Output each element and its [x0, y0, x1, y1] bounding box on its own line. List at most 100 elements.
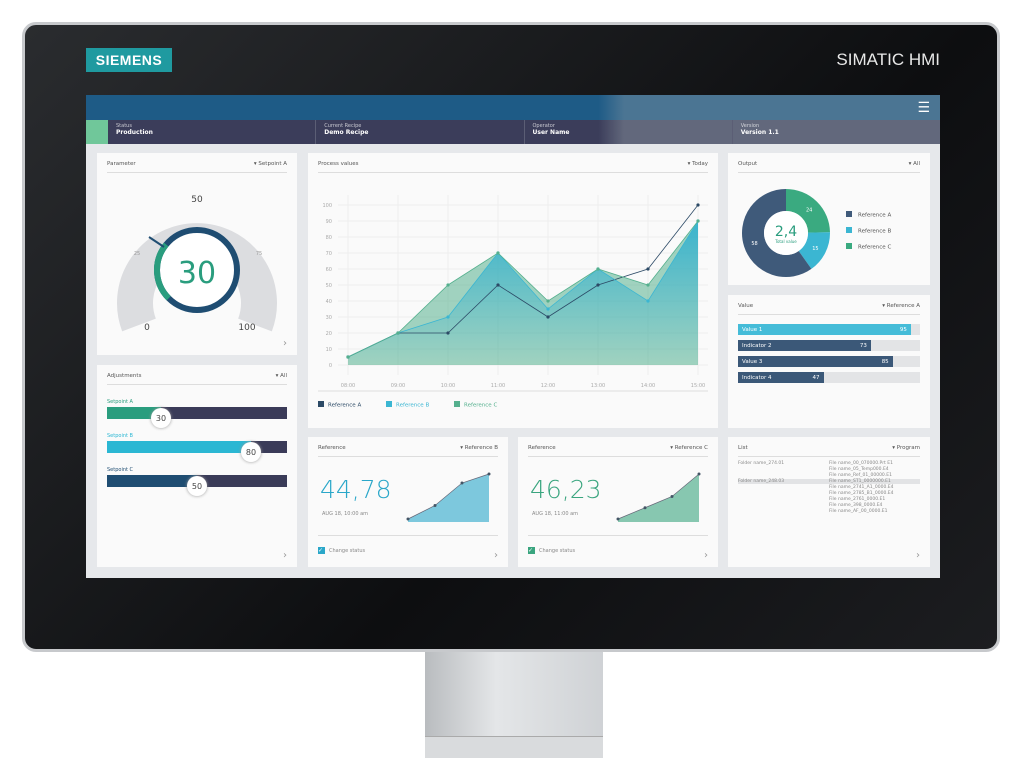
legend-label: Reference B: [396, 403, 429, 409]
y-tick-label: 90: [326, 219, 332, 225]
status-indicator: [86, 120, 108, 144]
data-point: [696, 203, 700, 207]
series-line-2: [347, 220, 699, 358]
y-tick-label: 80: [326, 235, 332, 241]
filter-dropdown[interactable]: ▾ Reference A: [882, 303, 920, 309]
gauge-mid-label: 50: [191, 195, 203, 205]
filter-dropdown[interactable]: ▾ Today: [687, 161, 708, 167]
list-folder[interactable]: [738, 473, 829, 478]
y-tick-label: 30: [326, 315, 332, 321]
slider-handle[interactable]: 30: [151, 408, 171, 428]
sparkline-point: [406, 517, 410, 521]
list-folder[interactable]: Folder name_274.01: [738, 461, 785, 466]
filter-dropdown[interactable]: ▾ Reference B: [460, 445, 498, 451]
slice-label: 58: [751, 241, 757, 247]
series-line-0: [347, 204, 699, 358]
list-folder[interactable]: [738, 485, 829, 490]
data-point: [646, 283, 650, 287]
donut-center-label: Total value: [774, 239, 797, 244]
value-bar: Value 3 85: [738, 356, 920, 367]
list-file[interactable]: File name_2761_0000.E1: [829, 497, 886, 502]
slider-label: Setpoint A: [107, 399, 133, 405]
parameter-panel: Parameter ▾ Setpoint A 30 50 0 100 25 75 …: [97, 153, 297, 355]
filter-dropdown[interactable]: ▾ Setpoint A: [253, 161, 287, 167]
setpoint-slider[interactable]: 50: [107, 475, 287, 496]
list-file[interactable]: File name_398_0000.E4: [829, 503, 883, 508]
sparkline-point: [670, 495, 674, 498]
series-area-1: [348, 221, 698, 365]
legend-swatch: [846, 243, 852, 249]
filter-dropdown[interactable]: ▾ Program: [892, 445, 920, 451]
reference-panel: Reference ▾ Reference C 46,23 AUG 18, 11:…: [518, 437, 718, 567]
list-file[interactable]: File name_AF_00_0000.E1: [829, 509, 888, 514]
legend-label: Reference C: [858, 245, 891, 251]
data-point: [596, 283, 600, 287]
data-point: [546, 299, 550, 303]
legend-swatch: [454, 401, 460, 407]
x-tick-label: 11:00: [491, 383, 505, 389]
donut-slice: [742, 189, 812, 277]
chevron-right-icon[interactable]: ›: [494, 550, 498, 561]
slider-label: Setpoint B: [107, 433, 133, 439]
recipe-field: Current Recipe Demo Recipe: [316, 120, 525, 144]
sparkline-point: [697, 472, 701, 476]
list-folder[interactable]: [738, 497, 829, 502]
legend-swatch: [318, 401, 324, 407]
filter-dropdown[interactable]: ▾ All: [275, 373, 287, 379]
data-point: [646, 267, 650, 271]
filter-dropdown[interactable]: ▾ All: [908, 161, 920, 167]
reference-time: AUG 18, 11:00 am: [532, 511, 579, 517]
panel-title: Process values: [318, 161, 359, 167]
list-folder[interactable]: [738, 503, 829, 508]
donut-center-value: 2,4: [775, 224, 797, 240]
legend-swatch: [386, 401, 392, 407]
filter-dropdown[interactable]: ▾ Reference C: [670, 445, 708, 451]
chevron-right-icon[interactable]: ›: [283, 550, 287, 561]
adjustments-panel: Adjustments ▾ All Setpoint A 30 Setpoint B…: [97, 365, 297, 567]
chevron-right-icon[interactable]: ›: [704, 550, 708, 561]
list-file[interactable]: File name_ST1_0000000.E1: [829, 479, 920, 484]
change-status-checkbox[interactable]: ✓ Change status: [528, 547, 576, 554]
value-bar: Indicator 4 47: [738, 372, 920, 383]
list-file[interactable]: File name_2741_A1_0000.E4: [829, 485, 894, 490]
reference-time: AUG 18, 10:00 am: [322, 511, 369, 517]
slider-handle[interactable]: 50: [187, 476, 207, 496]
change-status-checkbox[interactable]: ✓ Change status: [318, 547, 366, 554]
status-field: Status Production: [108, 120, 317, 144]
list-folder[interactable]: Folder name_248.03: [738, 479, 829, 484]
list-file[interactable]: File name_05_Temp000.E4: [829, 467, 889, 472]
panel-title: Output: [738, 161, 758, 167]
list-folder[interactable]: [738, 509, 829, 514]
x-tick-label: 08:00: [341, 383, 355, 389]
sparkline-point: [460, 481, 464, 485]
gauge-min-label: 0: [144, 323, 150, 333]
list-folder[interactable]: [738, 467, 829, 472]
x-tick-label: 14:00: [641, 383, 655, 389]
reference-sparkline: [406, 472, 491, 522]
list-file[interactable]: File name_2785_B1_0000.E4: [829, 491, 894, 496]
reference-sparkline: [616, 472, 701, 522]
series-line-1: [347, 220, 699, 358]
setpoint-slider[interactable]: 30: [107, 407, 287, 428]
operator-field: Operator User Name: [525, 120, 733, 144]
y-tick-label: 50: [326, 283, 332, 289]
process-values-panel: Process values ▾ Today 0 10 20 30 40 50 60 70 80 9…: [308, 153, 718, 428]
panel-title: List: [738, 445, 748, 451]
hamburger-icon[interactable]: ☰: [917, 100, 930, 116]
reference-value: 46,23: [530, 475, 602, 504]
data-point: [396, 331, 400, 335]
data-point: [446, 283, 450, 287]
chevron-right-icon[interactable]: ›: [916, 550, 920, 561]
value-bar: Value 1 95: [738, 324, 920, 335]
y-tick-label: 0: [329, 363, 332, 369]
chevron-right-icon[interactable]: ›: [283, 338, 287, 349]
list-file[interactable]: File name_Ref_01_00000.E1: [829, 473, 892, 478]
data-point: [546, 315, 550, 319]
setpoint-slider[interactable]: 80: [107, 441, 287, 462]
list-file[interactable]: File name_00_070000.Prt E1: [829, 461, 893, 466]
legend-swatch: [846, 211, 852, 217]
y-tick-label: 20: [326, 331, 332, 337]
slider-handle[interactable]: 80: [241, 442, 261, 462]
list-folder[interactable]: [738, 491, 829, 496]
